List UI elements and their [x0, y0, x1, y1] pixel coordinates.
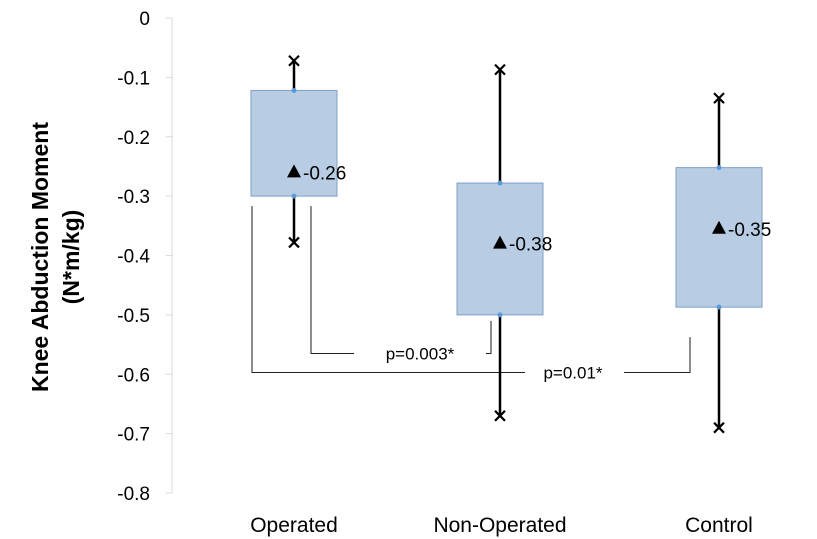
mean-data-label: -0.26 — [303, 163, 346, 184]
y-tick-label: 0 — [139, 9, 150, 30]
category-label: Non-Operated — [433, 514, 566, 537]
interquartile-box — [456, 182, 544, 316]
significance-label: p=0.003* — [386, 344, 455, 363]
y-axis: 0 -0.1 -0.2 -0.3 -0.4 -0.5 -0.6 -0.7 -0.8 — [117, 9, 173, 505]
mean-marker — [712, 220, 726, 234]
y-axis-title: Knee Abduction Moment (N*m/kg) — [27, 122, 84, 392]
boxes: -0.26 -0.38 -0.35 — [250, 54, 771, 434]
significance-brackets: p=0.003* p=0.01* — [251, 206, 691, 382]
interquartile-box — [675, 167, 763, 308]
significance-line — [624, 337, 691, 373]
q1-marker — [291, 193, 297, 199]
q1-marker — [497, 312, 503, 318]
significance-line — [310, 206, 354, 354]
max-marker — [288, 54, 300, 67]
y-tick-label: -0.5 — [117, 306, 150, 327]
q1-marker — [716, 304, 722, 310]
box-non-operated: -0.38 — [456, 63, 552, 422]
q3-marker — [716, 165, 722, 171]
min-marker — [713, 421, 725, 434]
y-tick-label: -0.7 — [117, 425, 150, 446]
q3-marker — [497, 180, 503, 186]
significance-line — [486, 320, 492, 354]
max-marker — [494, 63, 506, 76]
significance-line — [251, 206, 525, 373]
y-tick-label: -0.6 — [117, 365, 150, 386]
box-control: -0.35 — [675, 92, 771, 434]
y-axis-title-line-1: Knee Abduction Moment — [27, 122, 53, 392]
box-operated: -0.26 — [250, 54, 346, 249]
category-labels: Operated Non-Operated Control — [250, 514, 753, 537]
y-axis-title-line-2: (N*m/kg) — [58, 210, 84, 305]
interquartile-box — [250, 89, 338, 197]
y-tick-label: -0.1 — [117, 68, 150, 89]
y-tick-label: -0.2 — [117, 128, 150, 149]
mean-marker — [493, 235, 507, 249]
y-tick-label: -0.8 — [117, 484, 150, 505]
y-tick-label: -0.4 — [117, 247, 150, 268]
min-marker — [288, 236, 300, 249]
q3-marker — [291, 87, 297, 93]
significance-label: p=0.01* — [543, 363, 602, 382]
category-label: Operated — [250, 514, 338, 537]
category-label: Control — [685, 514, 753, 537]
mean-marker — [287, 164, 301, 178]
max-marker — [713, 92, 725, 104]
mean-data-label: -0.38 — [509, 235, 552, 256]
min-marker — [494, 410, 506, 422]
mean-data-label: -0.35 — [728, 220, 771, 241]
y-tick-label: -0.3 — [117, 187, 150, 208]
